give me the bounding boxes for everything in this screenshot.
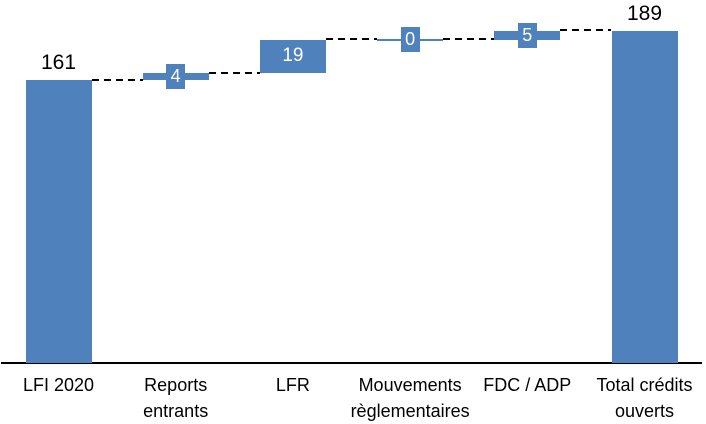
category-label-lfi-2020: LFI 2020 (22, 375, 95, 395)
category-label-lfr: LFR (275, 375, 310, 395)
category-label-reports-entrants: Reports entrants (143, 375, 209, 421)
connector-line-3 (325, 38, 378, 41)
value-label-lfr: 19 (282, 45, 304, 67)
connector-line-1 (91, 78, 143, 81)
bar-total-credits-ouverts (611, 30, 678, 363)
value-label-reports-entrants: 4 (166, 64, 186, 90)
category-label-fdc-adp: FDC / ADP (483, 375, 572, 395)
category-label-total-credits-ouverts: Total crédits ouverts (596, 375, 693, 421)
connector-line-2 (208, 71, 260, 74)
x-axis-line (1, 361, 702, 364)
value-label-total-credits-ouverts: 189 (626, 1, 663, 25)
bar-lfr (259, 39, 326, 74)
value-label-mouvements-reglementaires: 0 (400, 27, 420, 53)
value-label-lfi-2020: 161 (40, 51, 77, 75)
bar-lfi-2020 (25, 80, 92, 363)
category-label-mouvements-reglementaires: Mouvements règlementaires (350, 375, 470, 421)
connector-line-5 (560, 29, 612, 32)
value-label-fdc-adp: 5 (517, 22, 537, 48)
connector-line-4 (443, 38, 495, 41)
